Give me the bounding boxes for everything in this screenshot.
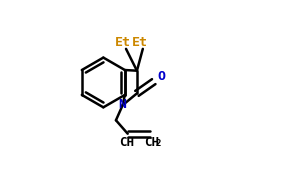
Text: Et: Et (115, 36, 131, 49)
Text: N: N (119, 98, 127, 111)
Text: 2: 2 (155, 139, 161, 148)
Text: O: O (157, 70, 165, 83)
Text: CH: CH (144, 136, 159, 149)
Text: Et: Et (131, 36, 147, 49)
Text: CH: CH (119, 136, 134, 149)
